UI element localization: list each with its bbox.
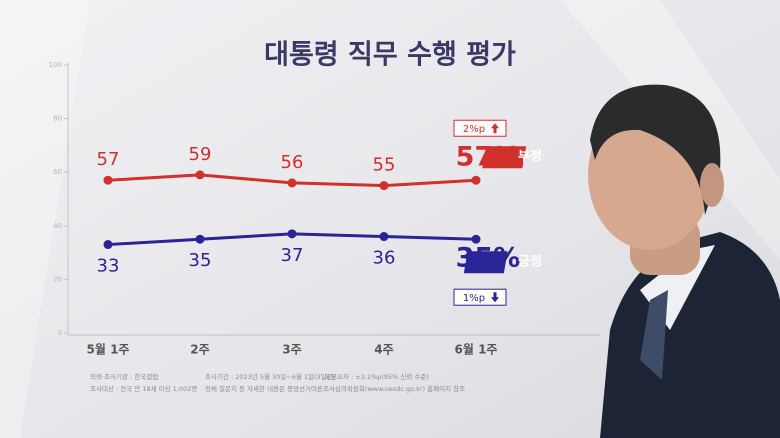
value-label: 59 — [189, 144, 212, 165]
point — [471, 234, 481, 244]
point — [471, 175, 481, 185]
point — [103, 175, 113, 185]
x-tick-label: 5월 1주 — [87, 342, 130, 357]
footnote: 표본오차 : ±3.1%p(95% 신뢰 수준) — [325, 372, 429, 381]
y-tick-label: 40 — [53, 222, 62, 230]
footnote: 전체 질문지 등 자세한 내용은 중앙선거여론조사심의위원회(www.nesdc… — [205, 384, 465, 393]
value-label: 37 — [281, 245, 304, 266]
change-label: 2%p — [463, 124, 485, 135]
value-label: 56 — [281, 152, 304, 173]
legend-label: 부정 — [518, 149, 542, 165]
change-arrow — [491, 292, 499, 303]
point — [195, 234, 205, 244]
x-tick-label: 2주 — [190, 343, 209, 357]
legend-box — [482, 146, 527, 169]
chart-title: 대통령 직무 수행 평가 — [264, 40, 516, 71]
point — [379, 181, 389, 191]
change-label: 1%p — [463, 293, 485, 304]
point — [195, 170, 205, 180]
value-label: 33 — [97, 256, 120, 277]
y-tick-label: 0 — [58, 329, 62, 337]
footnote: 의뢰·조사기관 : 한국갤럽 — [90, 372, 158, 381]
y-tick-label: 20 — [53, 275, 62, 283]
value-label: 57 — [97, 149, 120, 170]
legend-box — [463, 251, 508, 274]
y-tick-label: 80 — [53, 115, 62, 123]
x-tick-label: 3주 — [282, 343, 301, 357]
point — [379, 232, 389, 242]
legend-label: 긍정 — [518, 254, 542, 270]
value-label: 36 — [373, 248, 396, 269]
point — [287, 229, 297, 239]
footnote: 조사기간 : 2023년 5월 30일~6월 1일(3일간) — [205, 372, 335, 381]
change-box — [453, 288, 507, 306]
value-label: 35 — [189, 250, 212, 271]
photo — [588, 84, 780, 438]
point — [103, 240, 113, 250]
y-tick-label: 60 — [53, 168, 62, 176]
value-label: 55 — [373, 155, 396, 176]
y-tick-label: 100 — [49, 61, 62, 69]
footnote: 조사대상 : 전국 만 18세 이상 1,002명 — [90, 384, 197, 393]
x-tick-label: 6월 1주 — [455, 342, 498, 357]
change-box — [453, 119, 507, 137]
x-tick-label: 4주 — [374, 343, 393, 357]
point — [287, 178, 297, 188]
change-arrow — [491, 123, 499, 134]
